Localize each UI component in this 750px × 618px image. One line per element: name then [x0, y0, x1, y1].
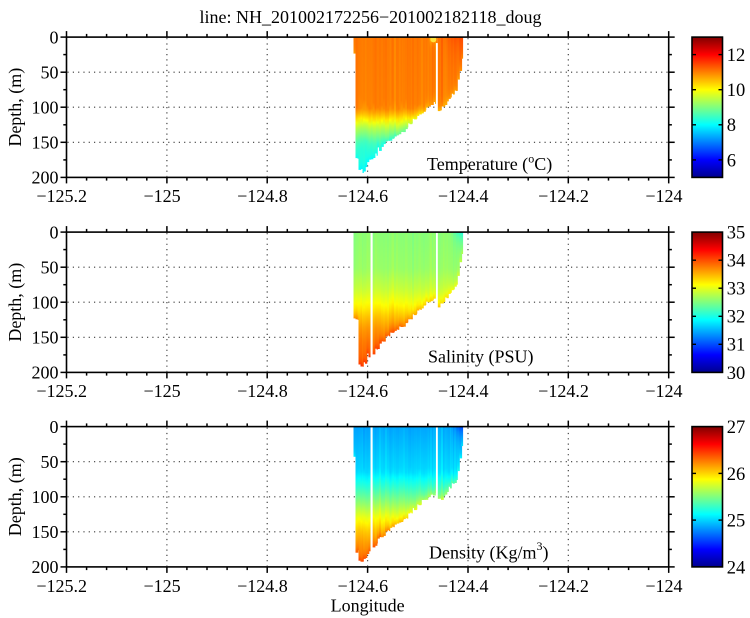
svg-text:8: 8 [727, 116, 736, 136]
svg-text:0: 0 [50, 222, 59, 242]
svg-text:−125: −125 [144, 186, 181, 206]
svg-text:Longitude: Longitude [331, 596, 405, 616]
svg-text:−125.2: −125.2 [36, 186, 87, 206]
svg-text:−124.4: −124.4 [438, 381, 489, 401]
svg-text:Depth, (m): Depth, (m) [5, 68, 26, 147]
svg-text:−125.2: −125.2 [36, 576, 87, 596]
svg-text:31: 31 [727, 336, 746, 356]
svg-text:−125: −125 [144, 381, 181, 401]
svg-text:12: 12 [727, 46, 746, 66]
svg-text:Depth, (m): Depth, (m) [5, 263, 26, 342]
svg-text:−124.4: −124.4 [438, 576, 489, 596]
svg-text:Density (Kg/m3): Density (Kg/m3) [429, 539, 549, 564]
svg-text:−124.6: −124.6 [337, 381, 388, 401]
svg-text:−124: −124 [645, 381, 682, 401]
svg-text:24: 24 [727, 558, 746, 578]
svg-text:Depth, (m): Depth, (m) [5, 457, 26, 536]
svg-text:Temperature (oC): Temperature (oC) [427, 152, 552, 176]
svg-text:−124.2: −124.2 [538, 186, 589, 206]
svg-text:100: 100 [32, 292, 59, 312]
svg-text:50: 50 [41, 62, 59, 82]
svg-text:50: 50 [41, 257, 59, 277]
svg-text:200: 200 [32, 168, 59, 188]
svg-text:−124.2: −124.2 [538, 576, 589, 596]
svg-text:35: 35 [727, 224, 746, 244]
svg-text:150: 150 [32, 328, 59, 348]
svg-text:−124.2: −124.2 [538, 381, 589, 401]
svg-text:32: 32 [727, 308, 746, 328]
svg-text:200: 200 [32, 363, 59, 383]
svg-text:25: 25 [727, 512, 746, 532]
svg-text:−124.6: −124.6 [337, 186, 388, 206]
svg-text:50: 50 [41, 452, 59, 472]
svg-text:34: 34 [727, 252, 746, 272]
svg-text:150: 150 [32, 522, 59, 542]
svg-text:6: 6 [727, 151, 736, 171]
svg-text:26: 26 [727, 465, 746, 485]
svg-text:0: 0 [50, 27, 59, 47]
svg-text:10: 10 [727, 81, 746, 101]
svg-text:−124.8: −124.8 [237, 186, 288, 206]
svg-text:30: 30 [727, 364, 746, 384]
svg-text:−124.6: −124.6 [337, 576, 388, 596]
svg-text:line: NH_201002172256−20100218: line: NH_201002172256−201002182118_doug [200, 7, 542, 27]
svg-text:27: 27 [727, 418, 746, 438]
svg-text:−124.4: −124.4 [438, 186, 489, 206]
svg-text:200: 200 [32, 557, 59, 577]
svg-text:−124: −124 [645, 186, 682, 206]
svg-text:−125.2: −125.2 [36, 381, 87, 401]
svg-text:0: 0 [50, 417, 59, 437]
svg-text:150: 150 [32, 133, 59, 153]
svg-text:100: 100 [32, 98, 59, 118]
svg-text:−124.8: −124.8 [237, 576, 288, 596]
svg-text:Salinity (PSU): Salinity (PSU) [428, 346, 534, 367]
svg-text:−124.8: −124.8 [237, 381, 288, 401]
svg-text:100: 100 [32, 487, 59, 507]
svg-text:33: 33 [727, 280, 746, 300]
svg-text:−124: −124 [645, 576, 682, 596]
svg-text:−125: −125 [144, 576, 181, 596]
